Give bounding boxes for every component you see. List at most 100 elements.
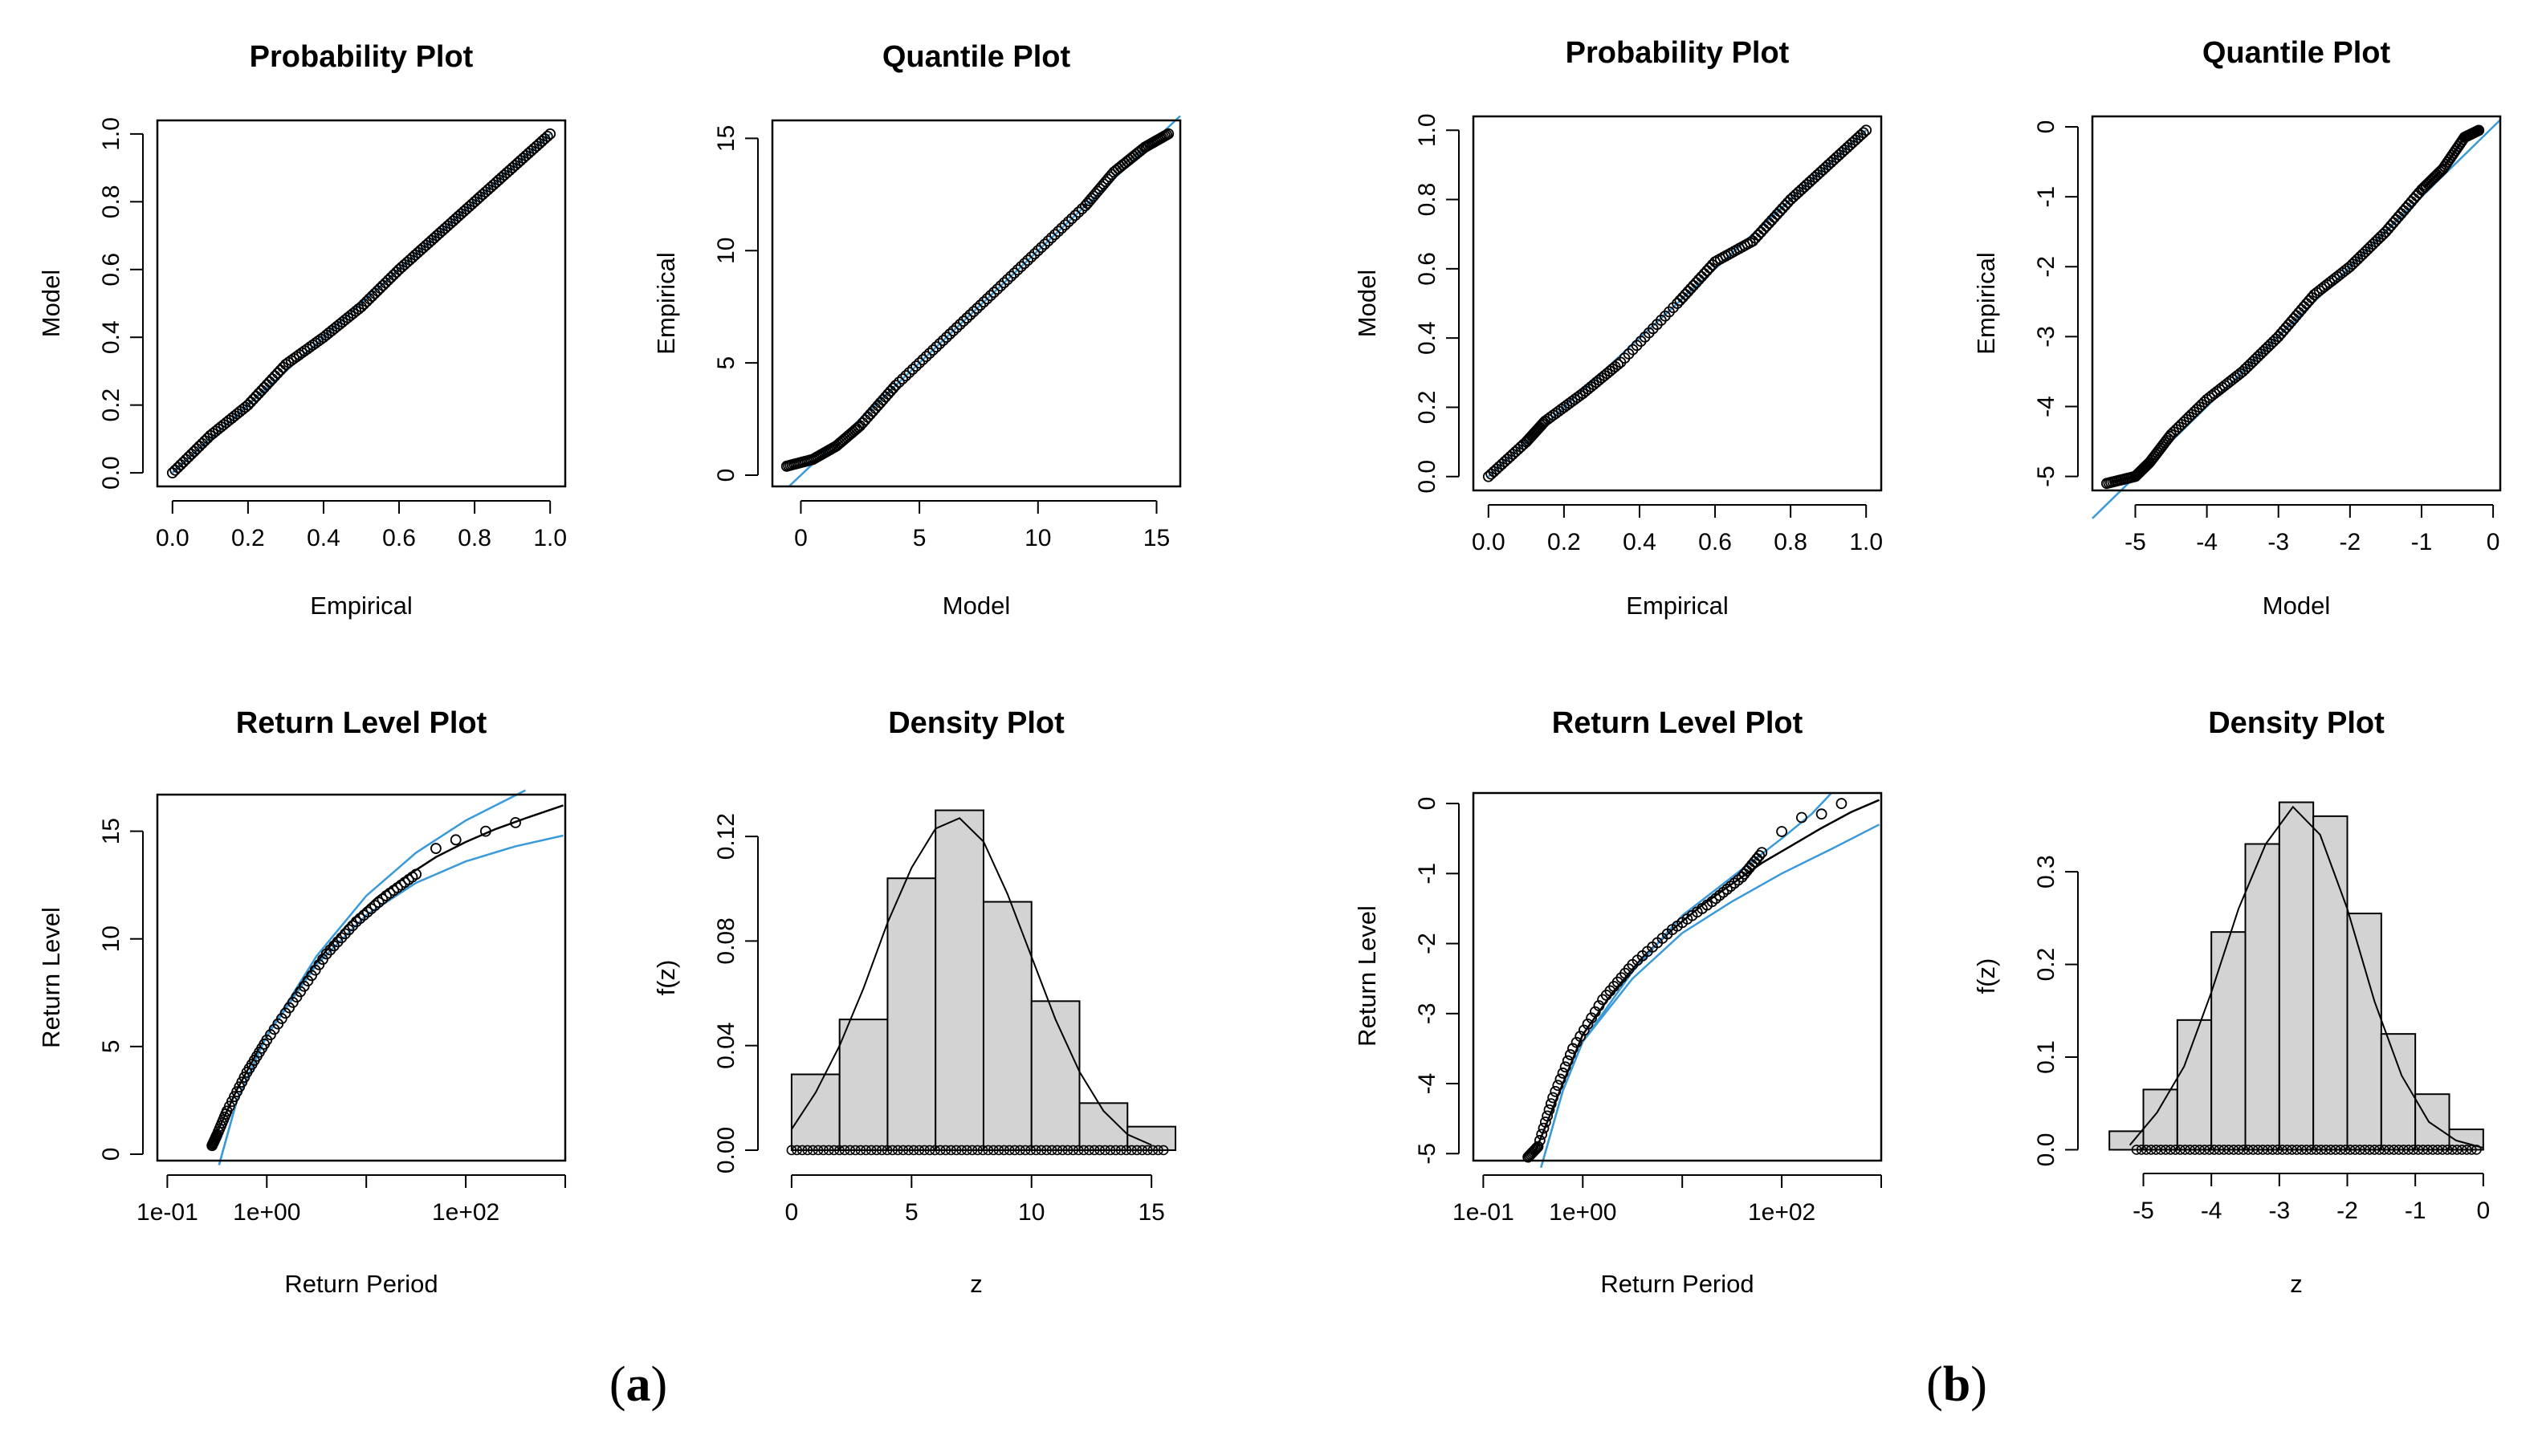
rug-point (935, 1145, 946, 1156)
data-point (369, 900, 381, 912)
data-point (944, 328, 955, 340)
data-point (1008, 267, 1020, 279)
data-point (1531, 1142, 1542, 1154)
y-tick-labels: -5 -4 -3 -2 -1 0 (1414, 797, 1460, 1165)
rug-point (1126, 1145, 1137, 1156)
rug-point (2408, 1145, 2419, 1155)
x-tick-label: 0 (2476, 1198, 2490, 1224)
data-point (1612, 359, 1623, 371)
data-point (1049, 229, 1061, 241)
x-tick-label: -1 (2405, 1198, 2426, 1224)
rug-point (1153, 1145, 1163, 1156)
rug-point (919, 1145, 930, 1156)
rug-point (1020, 1145, 1031, 1156)
rug-point (818, 1145, 829, 1156)
rug-point (2218, 1145, 2230, 1155)
x-tick-label: 1e+00 (233, 1199, 300, 1226)
rug-point (1158, 1145, 1169, 1156)
data-point (1550, 1085, 1562, 1097)
plot-area (780, 115, 1181, 487)
rug-point (2461, 1145, 2472, 1155)
rug-point (903, 1145, 914, 1156)
data-point (358, 909, 369, 921)
rug-point (1142, 1145, 1153, 1156)
data-point (1559, 1061, 1571, 1073)
x-tick-label: 10 (1018, 1199, 1045, 1226)
data-point (1069, 209, 1082, 222)
rug-point (993, 1145, 1004, 1156)
rug-point (2344, 1145, 2356, 1155)
rug-point (1068, 1145, 1078, 1156)
data-point (1582, 1018, 1594, 1030)
x-tick-label: 0.4 (1623, 529, 1656, 555)
data-point (1776, 826, 1787, 837)
rug-point (1046, 1145, 1057, 1156)
rug-point (1121, 1145, 1132, 1156)
x-tick-label: 0 (2487, 529, 2500, 555)
chart-a-quant: Quantile Plot Model Empirical 0 5 10 15 0 5 1… (652, 40, 1182, 620)
x-axis-label: z (2290, 1270, 2303, 1298)
rug-point (951, 1145, 962, 1156)
rug-point (2292, 1145, 2302, 1155)
rug-point (2194, 1145, 2205, 1155)
data-point (964, 309, 976, 321)
data-point (1059, 219, 1071, 231)
x-tick-label: -3 (2267, 529, 2289, 555)
data-point (887, 382, 899, 394)
data-point (1015, 261, 1027, 273)
rug-point (2170, 1145, 2181, 1155)
y-tick-labels: 0 5 10 15 (98, 818, 144, 1161)
y-tick-label: 10 (713, 238, 739, 264)
data-point (1562, 1055, 1574, 1067)
data-point (183, 451, 194, 463)
data-point (1589, 1006, 1601, 1018)
data-point (1795, 811, 1807, 824)
data-point (1547, 1092, 1559, 1104)
chart-b-quant: Quantile Plot Model Empirical -5 -4 -3 -2 -1… (1972, 36, 2502, 620)
rug-point (2228, 1145, 2239, 1155)
y-tick-label: -1 (1414, 863, 1440, 885)
data-point (934, 338, 946, 350)
rug-point (829, 1145, 840, 1156)
data-point (1036, 242, 1047, 254)
rug-point (1004, 1145, 1015, 1156)
y-axis-label: Empirical (1972, 252, 2000, 354)
x-tick-label: 1.0 (1849, 529, 1883, 555)
data-point (1857, 127, 1869, 139)
histogram-bar (935, 809, 984, 1151)
y-tick-labels: 0.00 0.04 0.08 0.12 (713, 813, 759, 1173)
rug-point (892, 1145, 903, 1156)
y-tick-label: 0.1 (2033, 1040, 2059, 1074)
plot-area (1482, 124, 1872, 482)
chart-title: Probability Plot (250, 40, 474, 74)
histogram-bar (2380, 1033, 2417, 1151)
data-point (859, 414, 871, 426)
rug-point (1073, 1145, 1084, 1156)
rug-point (866, 1145, 877, 1156)
data-point (910, 360, 922, 372)
rug-point (2155, 1145, 2166, 1155)
y-tick-label: 0.0 (1414, 460, 1440, 494)
x-tick-label: 1e-01 (136, 1199, 198, 1226)
rug-point (2263, 1145, 2273, 1155)
rug-point (2432, 1145, 2443, 1155)
x-tick-label: 0 (794, 525, 808, 551)
y-axis-label: Model (37, 270, 65, 337)
y-tick-label: 0 (713, 469, 739, 482)
data-point (900, 370, 912, 382)
confidence-line (1540, 792, 1832, 1169)
rug-point (2301, 1145, 2312, 1155)
panel-label-b: (b) (1926, 1357, 1987, 1412)
x-axis-label: Empirical (1626, 592, 1728, 620)
rug-point (2311, 1145, 2322, 1155)
x-tick-labels: -5 -4 -3 -2 -1 0 (2133, 1173, 2490, 1224)
rug-point (2456, 1145, 2467, 1155)
x-tick-label: 1e+00 (1549, 1199, 1616, 1226)
data-point (1752, 230, 1764, 241)
y-tick-label: 0 (1414, 797, 1440, 811)
plot-frame (156, 793, 567, 1162)
x-axis-label: Return Period (1600, 1270, 1754, 1298)
rug-point (2393, 1145, 2404, 1155)
y-tick-label: 0 (98, 1148, 124, 1161)
chart-title: Return Level Plot (236, 706, 487, 740)
